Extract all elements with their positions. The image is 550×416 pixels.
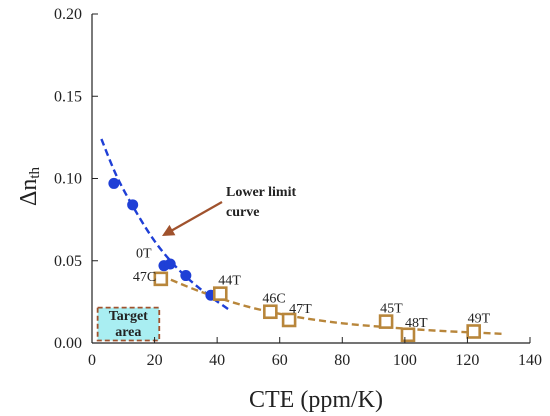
fit-curve-orange	[160, 274, 506, 336]
data-point-square	[281, 312, 297, 328]
lower-limit-label-line1: Lower limit	[226, 185, 296, 200]
data-point-circle	[108, 177, 120, 189]
data-point-square	[153, 271, 169, 287]
point-label: 0T	[136, 247, 152, 262]
y-tick-label: 0.05	[54, 253, 82, 270]
point-label: 48T	[405, 316, 428, 331]
y-tick-label: 0.00	[54, 335, 82, 352]
x-axis-title: CTE (ppm/K)	[249, 387, 383, 413]
point-label: 49T	[468, 311, 491, 326]
plot-area	[96, 138, 506, 343]
point-label: 47C	[133, 270, 156, 285]
target-area-label-line1: Target	[109, 309, 148, 324]
point-label: 45T	[380, 302, 403, 317]
data-point-square	[263, 304, 278, 320]
lower-limit-annotation: Lower limit curve	[226, 185, 296, 220]
x-tick-label: 20	[147, 352, 163, 369]
x-tick-label: 40	[209, 352, 225, 369]
data-point-square	[212, 286, 228, 301]
target-area-annotation: Target area	[109, 309, 148, 340]
data-point-circle	[127, 199, 139, 211]
point-label: 47T	[289, 302, 312, 317]
data-point-circle	[164, 258, 176, 270]
y-axis-title-subscript: th	[27, 166, 43, 178]
x-tick-label: 100	[393, 352, 417, 369]
data-point-circle	[180, 270, 192, 282]
y-tick-label: 0.10	[54, 171, 82, 188]
y-tick-label: 0.15	[54, 88, 82, 105]
y-axis-title-main: Δn	[16, 179, 42, 206]
annotation-arrowhead	[162, 224, 176, 236]
y-axis-title: Δnth	[16, 166, 43, 206]
x-tick-label: 120	[455, 352, 479, 369]
x-tick-label: 60	[272, 352, 288, 369]
x-tick-label: 140	[518, 352, 542, 369]
data-point-square	[466, 324, 481, 339]
point-label: 44T	[218, 274, 241, 289]
x-tick-label: 80	[334, 352, 350, 369]
point-label: 46C	[262, 292, 285, 307]
axes: 0 20 40 60 80 100 120 140 0.00 0.05 0.10 0.15 0.20	[54, 6, 542, 369]
annotation-arrow	[169, 201, 223, 233]
y-tick-label: 0.20	[54, 6, 82, 23]
target-area-label-line2: area	[115, 325, 141, 340]
lower-limit-label-line2: curve	[226, 205, 259, 220]
data-point-square	[378, 314, 394, 329]
target-area-box	[96, 306, 161, 342]
x-tick-label: 0	[88, 352, 96, 369]
